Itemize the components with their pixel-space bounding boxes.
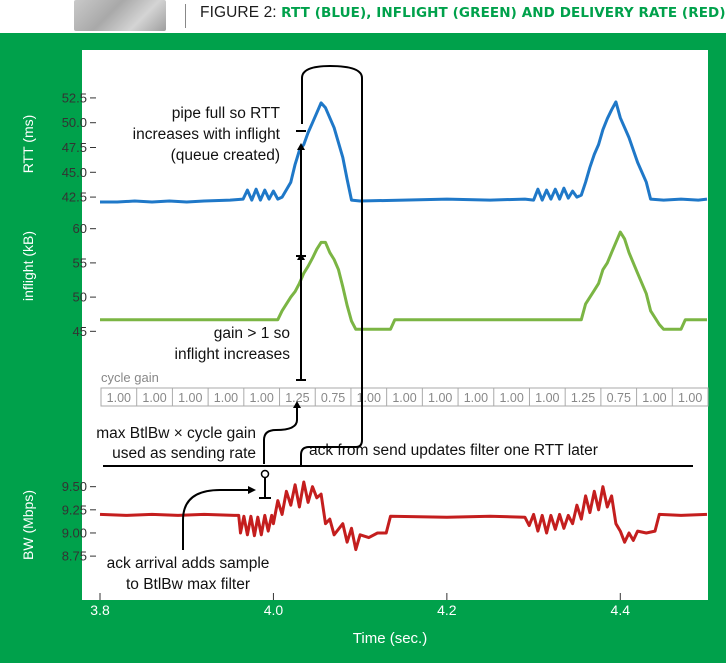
figure-header: FIGURE 2: RTT (BLUE), INFLIGHT (GREEN) A… [0, 0, 726, 33]
btlbw-connector [263, 404, 298, 464]
figure-prefix: FIGURE 2: [200, 4, 282, 21]
x-tick-label: 3.8 [90, 602, 110, 618]
plot-area [82, 50, 708, 600]
annotation-pipe-full: increases with inflight [133, 126, 281, 143]
bw-tick-label: 9.25 [62, 502, 87, 517]
cycle-gain-value: 1.00 [535, 391, 559, 405]
bw-series-line [99, 480, 708, 552]
annotation-ack-send: ack from send updates filter one RTT lat… [309, 442, 598, 459]
rtt-tick-label: 42.5 [62, 190, 87, 205]
annotation-max-btlbw: used as sending rate [112, 445, 256, 462]
inflight-tick-label: 55 [73, 255, 87, 270]
inflight-tick-label: 50 [73, 290, 87, 305]
annotation-layer: pipe full so RTT increases with inflight (… [96, 64, 693, 593]
cycle-gain-value: 1.00 [499, 391, 523, 405]
cycle-gain-value: 1.00 [178, 391, 202, 405]
annotation-pipe-full: pipe full so RTT [172, 105, 281, 122]
cycle-gain-value: 1.25 [285, 391, 309, 405]
annotation-gain: inflight increases [175, 346, 291, 363]
cycle-gain-value: 1.00 [642, 391, 666, 405]
cycle-gain-layer: cycle gain 1.00 1.00 1.00 1.00 1.00 1.25 0.75 1.… [100, 370, 709, 407]
cycle-gain-value: 1.00 [357, 391, 381, 405]
rtt-tick-label: 47.5 [62, 140, 87, 155]
inflight-tick-label: 60 [73, 221, 87, 236]
cycle-gain-value: 1.00 [392, 391, 416, 405]
annotation-gain: gain > 1 so [214, 325, 290, 342]
cycle-gain-strip [100, 387, 709, 407]
arrow-head [297, 143, 305, 150]
feedback-loop-path [300, 64, 363, 466]
axes-layer: 52.5 50.0 47.5 45.0 42.5 RTT (ms) 60 55 50 45 infl… [20, 90, 630, 647]
arrow-head [293, 401, 301, 408]
bw-tick-label: 8.75 [62, 549, 87, 564]
sample-point-marker [260, 469, 270, 479]
rtt-ylabel: RTT (ms) [20, 115, 36, 174]
logo-image [74, 0, 166, 31]
bw-tick-label: 9.50 [62, 479, 87, 494]
x-axis-label: Time (sec.) [353, 630, 427, 647]
rtt-tick-label: 50.0 [62, 115, 87, 130]
rtt-tick-label: 52.5 [62, 90, 87, 105]
bw-ylabel: BW (Mbps) [20, 490, 36, 560]
x-tick-label: 4.0 [264, 602, 284, 618]
figure-title: FIGURE 2: RTT (BLUE), INFLIGHT (GREEN) A… [200, 4, 726, 22]
annotation-ack-arrival: ack arrival adds sample [107, 555, 270, 572]
inflight-ylabel: inflight (kB) [20, 231, 36, 301]
figure-title-text: RTT (BLUE), INFLIGHT (GREEN) AND DELIVER… [281, 5, 726, 21]
cycle-gain-value: 0.75 [607, 391, 631, 405]
cycle-gain-label: cycle gain [101, 370, 159, 385]
rtt-series-line [100, 100, 708, 204]
annotation-max-btlbw: max BtlBw × cycle gain [96, 425, 256, 442]
cycle-gain-value: 1.00 [428, 391, 452, 405]
cycle-gain-value: 0.75 [321, 391, 345, 405]
bw-tick-label: 9.00 [62, 525, 87, 540]
x-tick-label: 4.2 [437, 602, 457, 618]
cycle-gain-value: 1.00 [142, 391, 166, 405]
header-divider [185, 4, 186, 28]
x-tick-label: 4.4 [611, 602, 631, 618]
cycle-gain-value: 1.00 [678, 391, 702, 405]
rtt-tick-label: 45.0 [62, 165, 87, 180]
cycle-gain-value: 1.00 [107, 391, 131, 405]
annotation-ack-arrival: to BtlBw max filter [126, 576, 250, 593]
cycle-gain-value: 1.25 [571, 391, 595, 405]
ack-arrival-path [182, 489, 254, 550]
cycle-gain-value: 1.00 [250, 391, 274, 405]
inflight-tick-label: 45 [73, 324, 87, 339]
cycle-gain-value: 1.00 [464, 391, 488, 405]
annotation-pipe-full: (queue created) [171, 147, 280, 164]
cycle-gain-value: 1.00 [214, 391, 238, 405]
arrow-head [248, 486, 256, 494]
